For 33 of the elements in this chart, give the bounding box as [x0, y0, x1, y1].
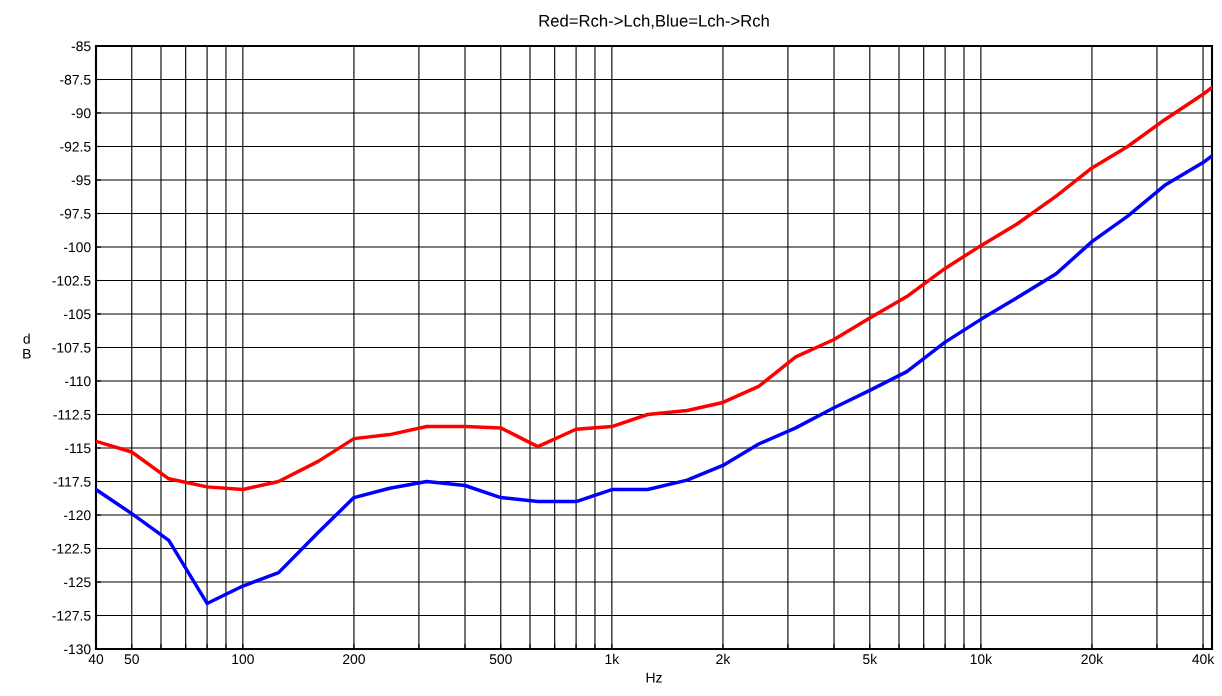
x-tick-label: 100 — [232, 654, 254, 665]
y-tick-label: -102.5 — [52, 275, 91, 286]
x-tick-label: 1k — [605, 653, 620, 664]
x-axis-title: Hz — [646, 672, 662, 683]
y-tick-label: -85 — [71, 41, 91, 52]
x-tick-label: 50 — [124, 654, 139, 665]
y-tick-label: -110 — [64, 376, 91, 387]
y-tick-label: -125 — [63, 577, 91, 588]
y-tick-label: -107.5 — [52, 342, 91, 353]
y-tick-label: -105 — [63, 309, 91, 320]
x-tick-label: 20k — [1081, 653, 1104, 665]
y-tick-label: -100 — [63, 242, 91, 253]
y-tick-label: -95 — [71, 175, 91, 186]
chart-title: Red=Rch->Lch,Blue=Lch->Rch — [539, 14, 769, 29]
x-tick-label: 10k — [970, 653, 993, 665]
x-tick-label: 2k — [716, 653, 731, 664]
y-tick-label: -130 — [63, 644, 91, 655]
y-tick-label: -117.5 — [53, 476, 91, 487]
y-tick-label: -122.5 — [52, 543, 91, 554]
y-tick-label: -92.5 — [60, 141, 91, 152]
x-tick-label: 40 — [88, 654, 104, 665]
x-tick-label: 40k — [1192, 653, 1215, 665]
y-tick-label: -127.5 — [52, 610, 91, 621]
y-tick-label: -97.5 — [60, 208, 91, 219]
y-tick-label: -115 — [64, 443, 91, 454]
y-tick-label: -90 — [71, 108, 91, 119]
x-tick-label: 5k — [863, 653, 878, 665]
y-tick-label: -120 — [63, 510, 91, 521]
y-axis-title: d B — [23, 333, 31, 359]
y-tick-label: -87.5 — [60, 74, 91, 85]
y-tick-label: -112.5 — [53, 409, 91, 420]
x-tick-label: 500 — [489, 654, 512, 665]
x-tick-label: 200 — [343, 654, 365, 665]
